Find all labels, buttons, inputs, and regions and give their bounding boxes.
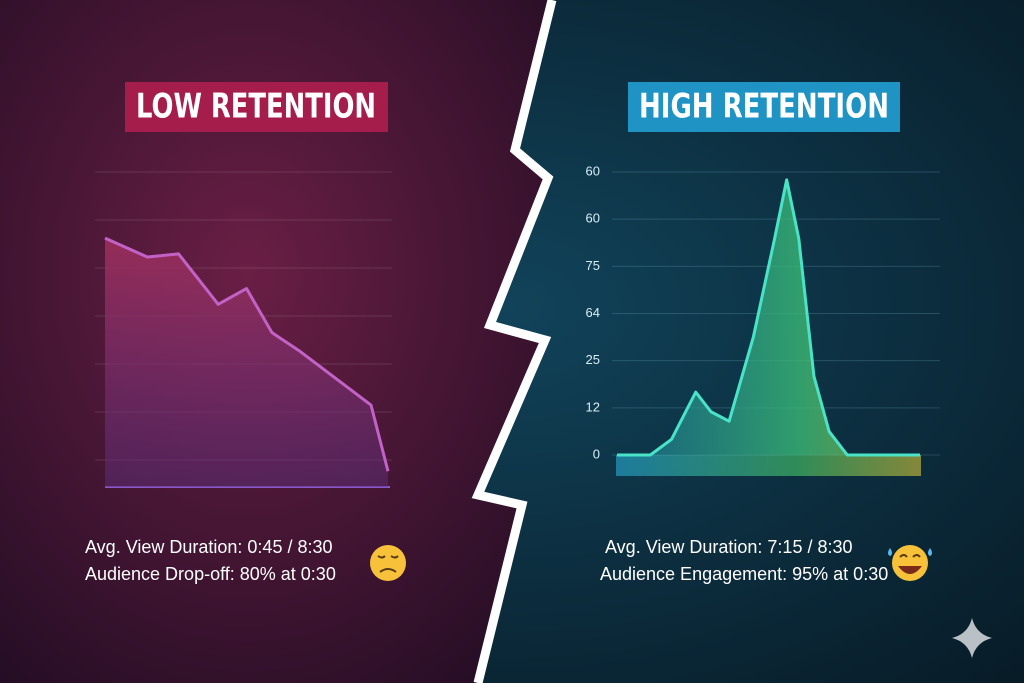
title-box bbox=[125, 82, 388, 132]
chart-title: LOW RETENTION bbox=[136, 87, 376, 127]
y-tick-label: 64 bbox=[586, 305, 600, 320]
title-box bbox=[628, 82, 900, 132]
y-tick-label: 75 bbox=[586, 258, 600, 273]
sad-face bbox=[370, 545, 406, 581]
annotation: Avg. View Duration: 7:15 / 8:30 bbox=[605, 537, 853, 557]
annotation: Audience Drop-off: 80% at 0:30 bbox=[85, 564, 336, 584]
chart-title: HIGH RETENTION bbox=[639, 87, 889, 127]
watermark-star bbox=[952, 618, 992, 658]
happy-face bbox=[888, 545, 932, 581]
divider bbox=[471, 0, 557, 683]
y-tick-label: 60 bbox=[586, 211, 600, 226]
y-tick-label: 12 bbox=[586, 399, 600, 414]
y-tick-label: 60 bbox=[586, 163, 600, 178]
line bbox=[104, 236, 390, 472]
area bbox=[105, 238, 388, 487]
line bbox=[617, 178, 920, 457]
annotation: Audience Engagement: 95% at 0:30 bbox=[600, 564, 888, 584]
y-tick-label: 0 bbox=[593, 446, 600, 461]
y-tick-label: 25 bbox=[586, 352, 600, 367]
area bbox=[617, 179, 920, 455]
baseline-band bbox=[616, 455, 921, 476]
annotation: Avg. View Duration: 0:45 / 8:30 bbox=[85, 537, 333, 557]
